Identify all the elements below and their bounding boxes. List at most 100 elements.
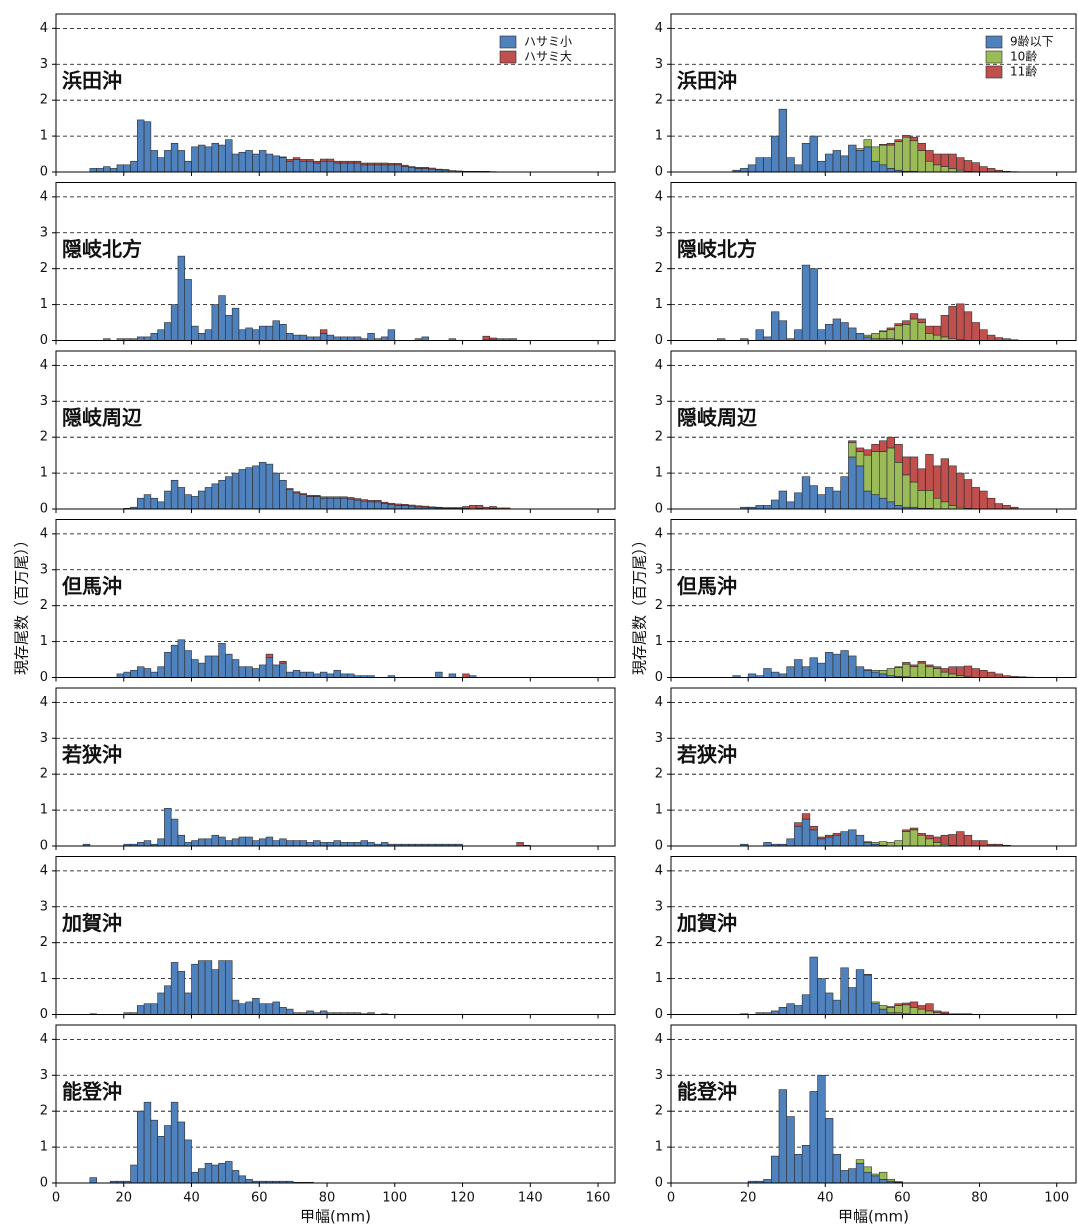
bar	[279, 1007, 287, 1015]
bar	[894, 505, 903, 510]
bar	[801, 818, 811, 847]
bar	[238, 469, 247, 510]
bar	[878, 144, 888, 146]
bar	[886, 329, 896, 340]
y-tick-label: 4	[655, 695, 663, 710]
bar	[878, 1171, 888, 1180]
bar	[265, 325, 274, 341]
bar	[855, 451, 865, 467]
bar	[137, 497, 145, 510]
bar	[164, 150, 172, 173]
y-tick-label: 1	[40, 1140, 48, 1155]
bar	[763, 157, 772, 173]
bar	[917, 834, 926, 847]
bar	[809, 485, 818, 510]
y-tick-label: 3	[40, 1068, 48, 1083]
bar	[902, 662, 911, 665]
bar	[191, 496, 199, 510]
bar	[971, 668, 980, 678]
panel-frame	[55, 519, 616, 678]
bar	[894, 444, 903, 463]
bar	[279, 838, 287, 847]
bar	[143, 121, 152, 173]
y-tick-label: 1	[40, 129, 48, 144]
bar	[265, 153, 274, 173]
bar	[177, 487, 186, 510]
bar	[286, 840, 294, 847]
bar	[238, 836, 247, 847]
bar	[225, 960, 233, 1015]
panel-title: 能登沖	[677, 1080, 737, 1104]
bar	[408, 504, 416, 507]
bar	[137, 336, 145, 341]
bar	[801, 1144, 811, 1184]
bar	[340, 497, 348, 510]
y-tick-label: 3	[40, 394, 48, 409]
bar	[770, 1155, 780, 1184]
bar	[367, 162, 375, 166]
y-tick-label: 3	[655, 57, 663, 72]
bar	[809, 956, 818, 1015]
bar	[150, 671, 158, 678]
bar	[878, 1005, 888, 1010]
bar	[164, 490, 172, 510]
bar	[177, 971, 186, 1015]
y-tick-label: 2	[40, 598, 48, 613]
bar	[940, 336, 950, 341]
bar	[245, 1001, 253, 1015]
bar	[252, 840, 260, 847]
bar	[143, 1101, 152, 1184]
bar	[137, 666, 145, 678]
bar	[197, 960, 206, 1015]
bar	[157, 666, 165, 678]
bar	[333, 670, 341, 678]
bar	[401, 504, 409, 506]
x-tick-label: 40	[817, 1191, 834, 1206]
bar	[948, 834, 957, 846]
y-tick-label: 2	[655, 1104, 663, 1119]
bar	[367, 500, 375, 503]
panel-frame	[670, 519, 1077, 678]
bar	[319, 160, 328, 173]
bar	[394, 164, 402, 173]
bar	[932, 334, 942, 341]
bar	[292, 670, 301, 678]
bar	[150, 1119, 158, 1184]
bar	[817, 160, 826, 173]
y-tick-label: 4	[40, 863, 48, 878]
bar	[313, 162, 321, 173]
bar	[871, 146, 880, 162]
bar	[401, 166, 409, 173]
x-tick-label: 140	[518, 1191, 543, 1206]
bar	[963, 479, 973, 509]
bar	[170, 142, 179, 173]
y-tick-label: 0	[655, 165, 663, 180]
bar	[272, 1001, 280, 1015]
y-tick-label: 3	[40, 57, 48, 72]
panel-frame	[670, 687, 1077, 847]
bar	[971, 162, 980, 172]
bar	[801, 142, 811, 173]
bar	[817, 838, 826, 847]
y-tick-label: 1	[40, 466, 48, 481]
bar	[279, 479, 287, 510]
y-tick-label: 0	[40, 165, 48, 180]
bar	[763, 336, 772, 341]
panel-frame	[670, 350, 1077, 510]
bar	[184, 842, 192, 847]
panel-frame	[670, 13, 1077, 173]
bar	[299, 840, 308, 847]
bar	[360, 500, 368, 510]
bar	[894, 141, 903, 171]
y-tick-label: 0	[655, 333, 663, 348]
bar	[333, 497, 341, 510]
legend-swatch	[499, 50, 517, 64]
bar	[435, 506, 443, 509]
y-tick-label: 4	[655, 189, 663, 204]
bar	[871, 671, 880, 678]
bar	[747, 673, 757, 678]
y-tick-label: 3	[655, 562, 663, 577]
bar	[794, 822, 803, 827]
bar	[245, 150, 253, 173]
